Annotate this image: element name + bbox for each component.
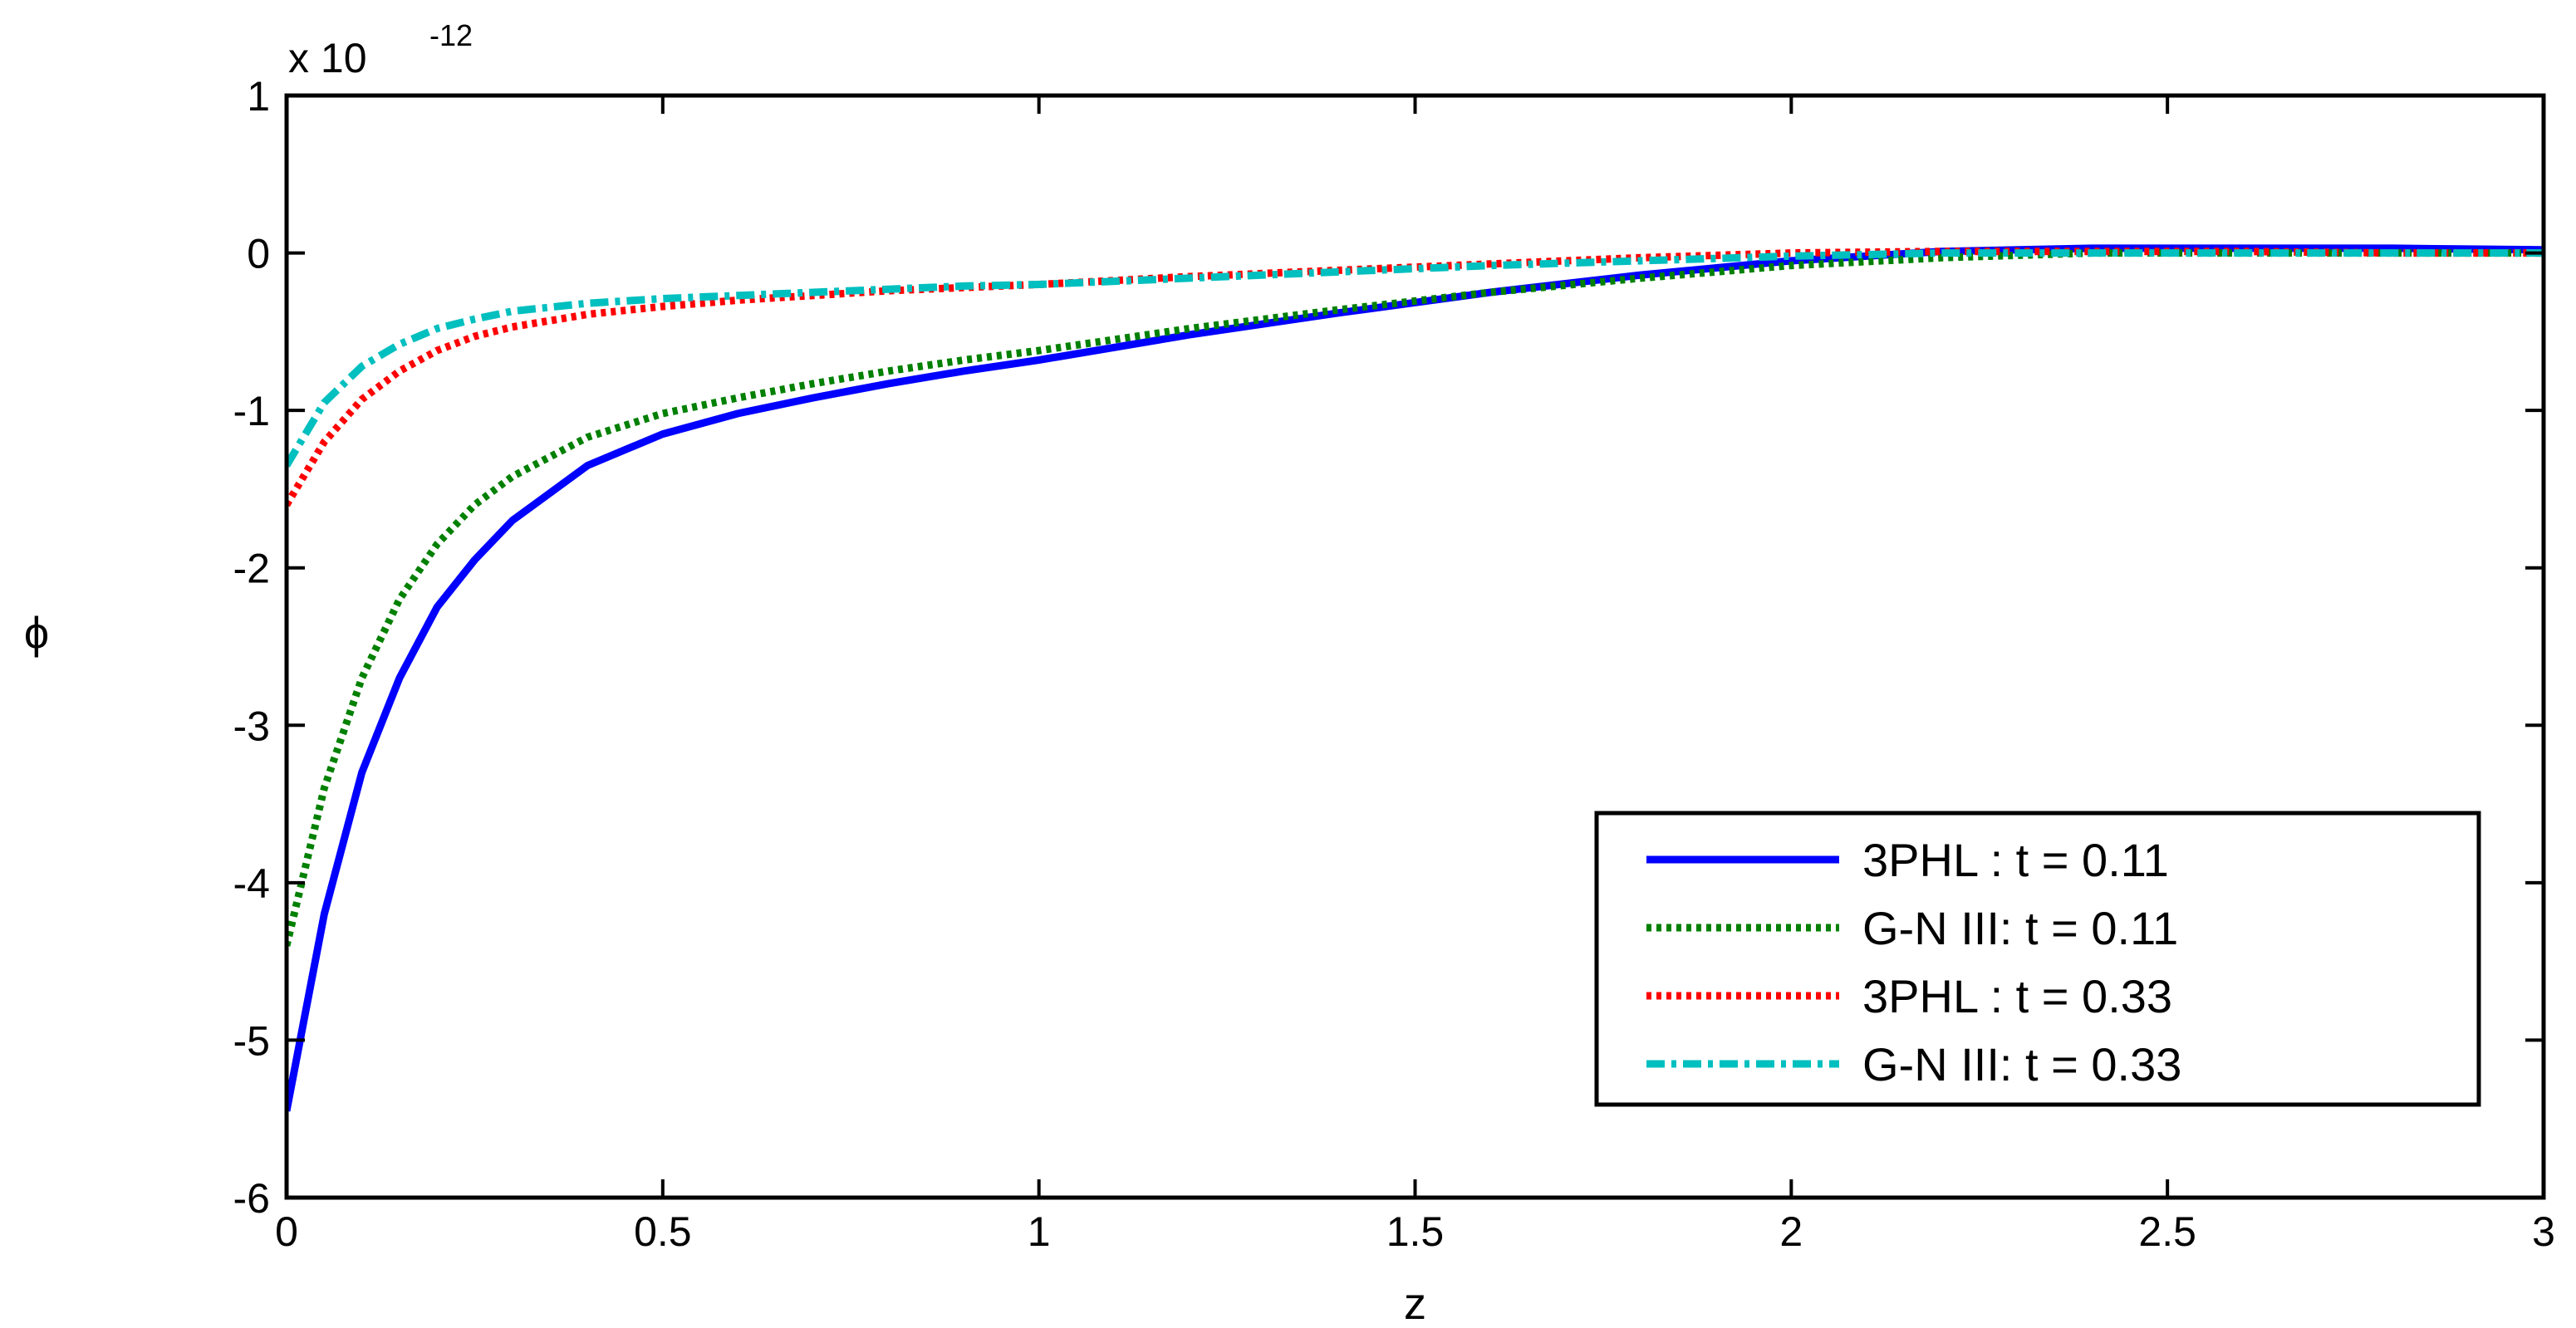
y-tick-label: -3 — [233, 703, 270, 749]
legend-label-1: 3PHL : t = 0.11 — [1862, 834, 2169, 886]
y-tick-label: 0 — [247, 231, 270, 277]
series-line-2 — [287, 249, 2544, 947]
legend-label-2: G-N III: t = 0.11 — [1862, 902, 2178, 954]
x-tick-label: 0 — [275, 1208, 298, 1255]
x-tick-label: 0.5 — [634, 1208, 692, 1255]
ticks-layer: 0 0.5 1 1.5 2 2.5 3 -6 -5 -4 -3 -2 -1 0 1 — [233, 73, 2555, 1255]
y-tick-label: 1 — [247, 73, 270, 120]
y-scale-base: x 10 — [288, 35, 367, 81]
y-scale-exponent: -12 — [429, 18, 473, 52]
x-tick-label: 3 — [2532, 1208, 2555, 1255]
y-tick-label: -4 — [233, 860, 270, 907]
x-tick-label: 2 — [1779, 1208, 1803, 1255]
y-tick-label: -1 — [233, 388, 270, 434]
series-line-4 — [287, 249, 2544, 468]
x-axis-label: z — [1404, 1279, 1426, 1328]
y-tick-label: -5 — [233, 1017, 270, 1064]
legend: 3PHL : t = 0.11 G-N III: t = 0.11 3PHL : t… — [1594, 811, 2481, 1107]
x-tick-label: 1.5 — [1386, 1208, 1445, 1255]
series-layer — [287, 244, 2544, 1112]
y-tick-label: -6 — [233, 1175, 270, 1222]
x-tick-label: 2.5 — [2138, 1208, 2196, 1255]
legend-label-3: 3PHL : t = 0.33 — [1862, 970, 2172, 1022]
legend-label-4: G-N III: t = 0.33 — [1862, 1038, 2181, 1090]
x-tick-label: 1 — [1028, 1208, 1051, 1255]
y-scale-label: x 10 -12 — [288, 18, 473, 81]
y-tick-label: -2 — [233, 546, 270, 592]
y-axis-label: ϕ — [24, 609, 49, 659]
